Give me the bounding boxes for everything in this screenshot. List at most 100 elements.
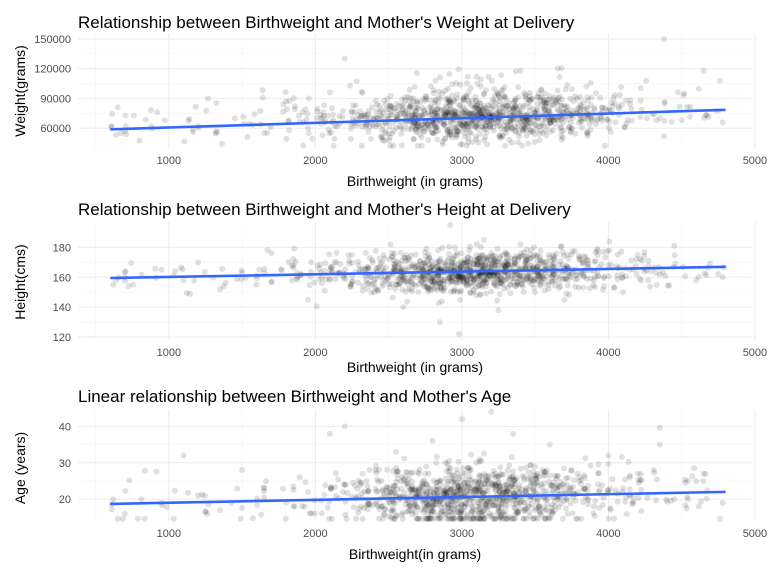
data-point [531, 277, 538, 284]
data-point [462, 126, 469, 133]
data-point [598, 261, 605, 268]
data-point [586, 285, 593, 292]
data-point [480, 507, 487, 514]
data-point [503, 482, 510, 489]
data-point [437, 280, 443, 287]
data-point [579, 259, 586, 266]
data-point [142, 467, 148, 474]
data-point [517, 67, 524, 74]
data-point [520, 515, 527, 522]
data-point [467, 271, 474, 278]
data-point [110, 496, 117, 503]
data-point [385, 275, 392, 281]
data-point [597, 94, 604, 101]
data-point [611, 284, 617, 291]
data-point [316, 265, 323, 272]
data-point [468, 451, 474, 458]
data-point [571, 476, 578, 483]
data-point [481, 121, 488, 127]
data-point [471, 103, 478, 109]
data-point [522, 506, 529, 513]
data-point [222, 279, 229, 286]
data-point [445, 99, 452, 106]
data-point [608, 99, 615, 106]
data-point [411, 111, 418, 118]
data-point [474, 261, 481, 268]
data-point [407, 470, 414, 476]
data-point [427, 286, 433, 293]
data-point [451, 260, 458, 266]
data-point [606, 106, 613, 113]
data-point [394, 468, 401, 475]
data-point [614, 498, 621, 505]
data-point [516, 109, 523, 116]
data-point [386, 284, 393, 291]
data-point [399, 511, 406, 518]
data-point [473, 120, 480, 127]
data-point [523, 275, 530, 282]
data-point [680, 92, 687, 99]
data-point [594, 252, 601, 258]
data-point [465, 89, 472, 96]
x-tick-label: 3000 [450, 528, 474, 540]
data-point [457, 278, 464, 285]
data-point [499, 261, 506, 268]
data-point [542, 102, 549, 109]
data-point [528, 120, 535, 126]
data-point [541, 107, 548, 114]
data-point [496, 102, 503, 109]
data-point [433, 124, 440, 131]
data-point [291, 245, 298, 252]
data-point [465, 135, 472, 142]
data-point [700, 470, 707, 477]
data-point [411, 120, 417, 127]
data-point [553, 97, 560, 103]
data-point [546, 104, 553, 111]
data-point [482, 105, 489, 112]
data-point [537, 97, 544, 103]
data-point [419, 274, 426, 281]
data-point [282, 515, 289, 522]
data-point [422, 95, 429, 102]
data-point [438, 107, 445, 114]
data-point [432, 98, 439, 104]
data-point [577, 105, 584, 112]
data-point [616, 92, 623, 98]
data-point [396, 102, 403, 109]
data-point [423, 283, 430, 290]
data-point [388, 107, 395, 114]
data-point [426, 260, 433, 267]
data-point [340, 108, 347, 114]
data-point [412, 486, 419, 493]
data-point [233, 276, 240, 283]
data-point [471, 124, 478, 131]
data-point [480, 279, 487, 286]
data-point [449, 255, 456, 262]
data-point [454, 91, 461, 98]
data-point [687, 103, 694, 110]
data-point [457, 141, 464, 148]
data-point [321, 491, 328, 498]
data-point [488, 250, 495, 257]
data-point [212, 130, 219, 137]
data-point [373, 488, 380, 495]
data-point [555, 95, 562, 102]
data-point [527, 120, 534, 127]
data-point [590, 277, 597, 284]
data-point [526, 107, 533, 114]
data-point [372, 123, 379, 130]
data-point [291, 103, 298, 110]
data-point [606, 118, 613, 125]
data-point [412, 112, 418, 119]
data-point [426, 104, 433, 111]
data-point [524, 117, 531, 123]
data-point [392, 281, 399, 288]
data-point [517, 276, 524, 283]
data-point [481, 90, 487, 97]
data-point [405, 98, 412, 105]
data-point [367, 273, 374, 280]
data-point [539, 94, 546, 101]
data-point [530, 117, 537, 123]
data-point [259, 87, 266, 94]
data-point [458, 274, 465, 281]
